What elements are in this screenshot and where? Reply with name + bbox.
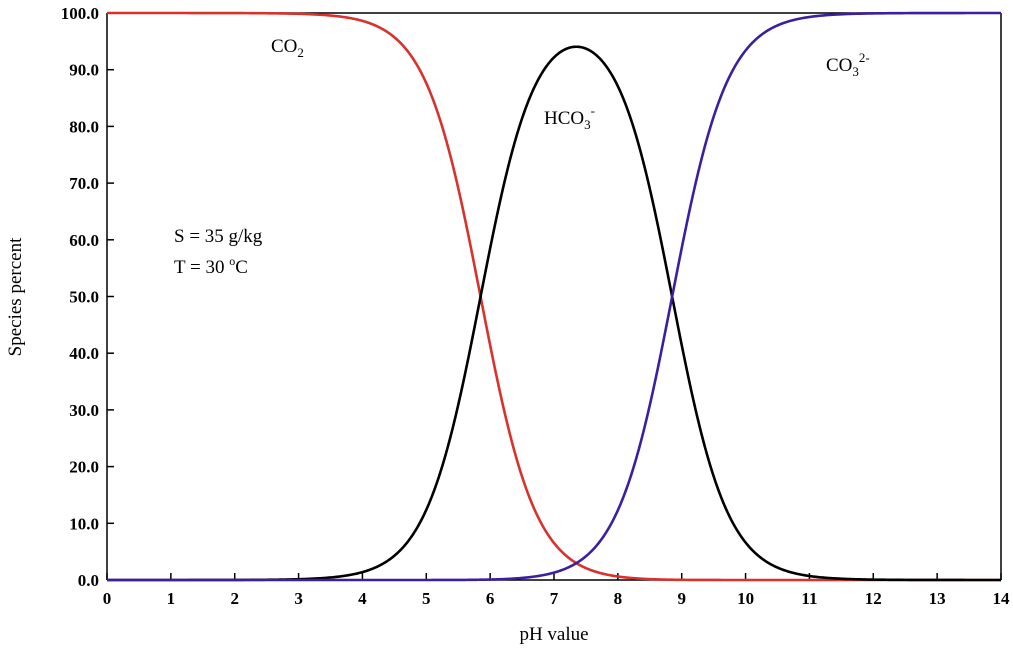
x-tick-label: 1 — [167, 589, 176, 608]
series-label-hco3: HCO3- — [544, 103, 595, 132]
series-label-co2-sub: 2 — [297, 45, 304, 60]
x-tick-label: 2 — [230, 589, 239, 608]
series-label-co3-sub: 3 — [852, 64, 859, 79]
y-tick-label: 80.0 — [69, 117, 99, 136]
x-tick-label: 14 — [993, 589, 1011, 608]
x-axis-title: pH value — [519, 624, 588, 645]
temperature-value: T = 30 — [174, 257, 229, 278]
series-label-co3-sup: 2- — [859, 50, 870, 65]
y-tick-label: 70.0 — [69, 174, 99, 193]
temperature-unit: C — [235, 257, 248, 278]
series-label-co3: CO32- — [826, 50, 870, 79]
x-tick-label: 11 — [801, 589, 817, 608]
plot-area — [106, 12, 1002, 581]
series-line-co3 — [106, 11, 1002, 582]
y-ticks: 0.0 10.0 20.0 30.0 40.0 50.0 60.0 70.0 80.0 90.0 1… — [61, 4, 114, 590]
series-label-co2-main: CO — [271, 36, 297, 57]
y-tick-label: 100.0 — [61, 4, 99, 23]
x-tick-label: 3 — [294, 589, 303, 608]
y-tick-label: 90.0 — [69, 61, 99, 80]
y-tick-label: 50.0 — [69, 288, 99, 307]
y-tick-label: 30.0 — [69, 401, 99, 420]
salinity-annotation: S = 35 g/kg — [174, 226, 263, 247]
series-label-co3-main: CO — [826, 55, 852, 76]
series-label-hco3-main: HCO — [544, 108, 584, 129]
x-tick-label: 4 — [358, 589, 367, 608]
y-tick-label: 10.0 — [69, 514, 99, 533]
y-tick-label: 0.0 — [78, 571, 99, 590]
series-line-co2 — [106, 11, 1002, 582]
y-tick-label: 60.0 — [69, 231, 99, 250]
x-ticks: 0 1 2 3 4 5 6 7 8 9 10 11 12 13 14 — [103, 573, 1010, 608]
x-tick-label: 0 — [103, 589, 112, 608]
y-tick-label: 20.0 — [69, 458, 99, 477]
x-tick-label: 10 — [737, 589, 754, 608]
series-label-hco3-sup: - — [591, 103, 595, 118]
x-tick-label: 8 — [614, 589, 623, 608]
x-tick-label: 6 — [486, 589, 495, 608]
x-tick-label: 13 — [929, 589, 946, 608]
y-tick-label: 40.0 — [69, 344, 99, 363]
series-label-hco3-sub: 3 — [584, 117, 591, 132]
series-lines — [106, 11, 1002, 582]
series-label-co2: CO2 — [271, 36, 304, 60]
y-axis-title: Species percent — [5, 237, 26, 356]
x-tick-label: 9 — [677, 589, 686, 608]
temperature-annotation: T = 30 oC — [174, 254, 248, 278]
x-tick-label: 12 — [865, 589, 882, 608]
x-tick-label: 7 — [550, 589, 559, 608]
x-tick-label: 5 — [422, 589, 431, 608]
degree-sign: o — [229, 254, 235, 268]
